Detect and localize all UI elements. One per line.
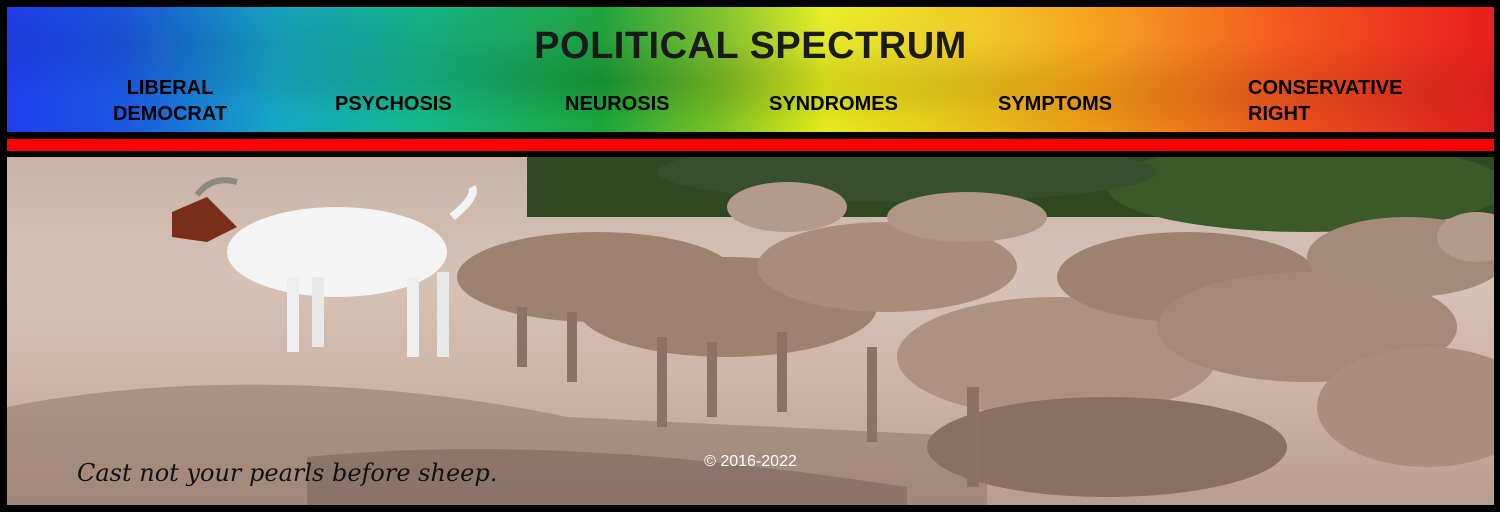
spectrum-banner: POLITICAL SPECTRUM LIBERAL DEMOCRAT PSYC… [7,7,1494,132]
nav-label: NEUROSIS [565,93,670,115]
photo-illustration [7,157,1494,505]
goat-leading-sheep-photo: Cast not your pearls before sheep. © 201… [7,157,1494,505]
page-title: POLITICAL SPECTRUM [534,25,967,67]
ground-shadow [307,448,907,505]
nav-label-line2: RIGHT [1248,103,1311,125]
nav-label: PSYCHOSIS [335,93,452,115]
nav-label: SYMPTOMS [998,93,1113,115]
sheep-legs [517,307,979,487]
accent-divider [7,139,1494,151]
nav-item-conservative-right[interactable]: CONSERVATIVE RIGHT [1248,75,1402,127]
nav-label-line1: LIBERAL [126,77,214,99]
nav-item-syndromes[interactable]: SYNDROMES [769,91,898,117]
photo-caption: Cast not your pearls before sheep. [77,459,498,487]
nav-label: SYNDROMES [769,93,898,115]
nav-label-line1: CONSERVATIVE [1248,77,1403,99]
ground-shadow [7,384,987,505]
nav-item-neurosis[interactable]: NEUROSIS [565,91,669,117]
nav-item-liberal-democrat[interactable]: LIBERAL DEMOCRAT [105,75,235,127]
nav-item-psychosis[interactable]: PSYCHOSIS [335,91,452,117]
sheep-flock [457,182,1494,497]
nav-label-line2: DEMOCRAT [112,103,228,125]
tree-foliage [1107,157,1494,232]
nav-item-symptoms[interactable]: SYMPTOMS [998,91,1112,117]
copyright-notice: © 2016-2022 [704,453,797,470]
goat [172,177,477,357]
